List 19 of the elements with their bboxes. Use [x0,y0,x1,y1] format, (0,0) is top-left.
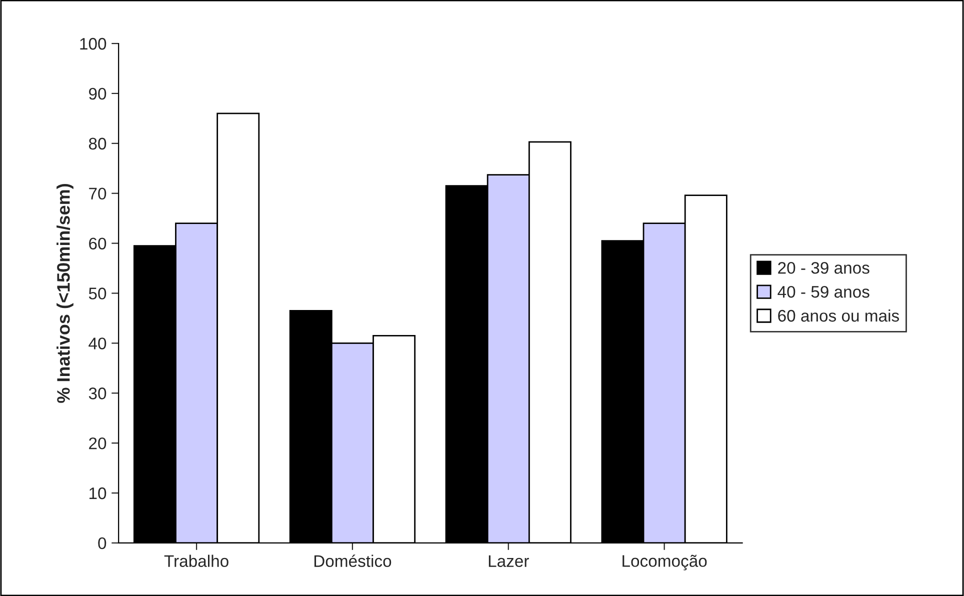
y-tick-label: 20 [89,437,106,450]
y-tick-label: 30 [88,388,106,400]
legend-label: 40 - 59 anos [778,286,870,298]
x-tick-label: Doméstico [314,554,392,568]
y-tick-label: 70 [89,188,106,200]
y-tick-label: 80 [88,138,106,150]
y-tick-label: 60 [89,238,106,250]
x-tick-label: Lazer [488,555,529,568]
y-tick-label: 50 [88,288,106,300]
y-tick-label: 10 [90,487,106,500]
y-tick-label: 0 [98,537,106,550]
legend-label: 20 - 39 anos [778,262,870,274]
legend-label: 60 anos ou mais [778,309,899,322]
y-tick-label: 90 [89,88,106,100]
y-axis-title: % Inativos (<150min/sem) [56,184,74,403]
x-tick-label: Trabalho [164,554,228,568]
x-tick-label: Locomoção [622,554,707,570]
y-tick-label: 100 [80,38,106,50]
y-tick-label: 40 [88,338,106,350]
